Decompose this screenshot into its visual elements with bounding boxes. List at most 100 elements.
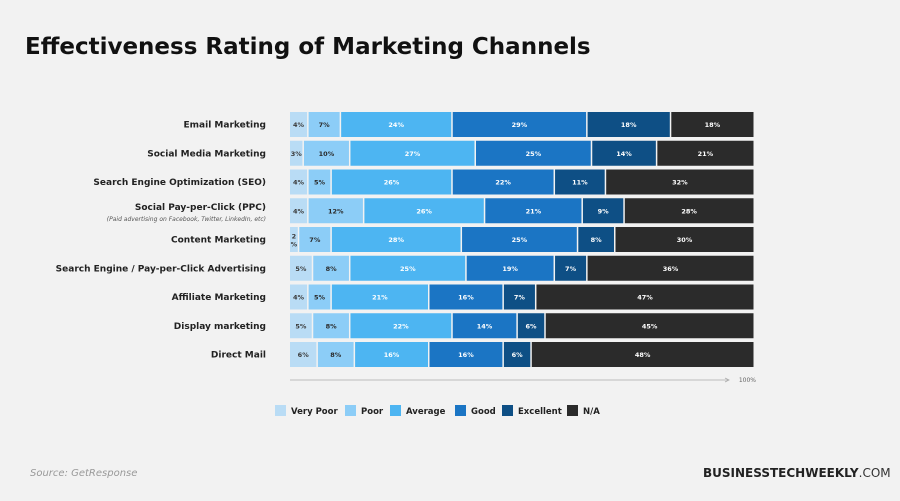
data-label: 2% bbox=[291, 233, 298, 249]
bar-segment bbox=[452, 112, 587, 137]
legend-label: N/A bbox=[583, 407, 600, 417]
legend-swatch bbox=[455, 405, 466, 416]
data-label: 30% bbox=[677, 236, 693, 244]
brand-logo: BUSINESSTECHWEEKLY.COM bbox=[703, 466, 891, 480]
category-label: Affiliate Marketing bbox=[172, 293, 266, 303]
bar-segment bbox=[606, 169, 754, 195]
brand-name: BUSINESSTECHWEEKLY bbox=[703, 466, 859, 480]
data-label: 21% bbox=[698, 150, 714, 158]
bar-segment bbox=[308, 112, 340, 137]
bar-segment bbox=[290, 169, 308, 195]
bar-segment bbox=[308, 284, 331, 310]
bar-segment bbox=[355, 342, 428, 367]
category-label: Search Engine Optimization (SEO) bbox=[93, 178, 266, 188]
bar-segment bbox=[290, 342, 317, 367]
data-label: 4% bbox=[293, 179, 305, 187]
bar-segment bbox=[462, 227, 577, 252]
bar-row: Display marketing 5% 8% 22% 14% 6% 45% bbox=[174, 313, 754, 339]
legend-label: Very Poor bbox=[291, 407, 338, 417]
bar-segment bbox=[476, 140, 591, 166]
bar-segment bbox=[290, 227, 298, 252]
data-label: 25% bbox=[400, 265, 416, 273]
data-label: 25% bbox=[526, 150, 542, 158]
data-label: 5% bbox=[314, 294, 326, 302]
bar-segment bbox=[587, 112, 670, 137]
legend-item: Average bbox=[390, 405, 446, 417]
bar-segment bbox=[503, 342, 531, 367]
data-label: 5% bbox=[314, 179, 326, 187]
legend-label: Poor bbox=[361, 407, 384, 417]
source-note: Source: GetResponse bbox=[30, 468, 137, 479]
bar-segment bbox=[466, 255, 554, 281]
legend-item: Very Poor bbox=[275, 405, 338, 417]
bar-segment bbox=[582, 198, 624, 224]
data-label: 21% bbox=[372, 294, 388, 302]
bar-segment bbox=[313, 313, 349, 339]
bar-segment bbox=[503, 284, 535, 310]
bar-segment bbox=[624, 198, 754, 224]
data-label: 8% bbox=[591, 236, 603, 244]
data-label: 7% bbox=[309, 236, 321, 244]
data-label: 28% bbox=[681, 207, 697, 215]
data-label: 14% bbox=[616, 150, 632, 158]
data-label: 11% bbox=[572, 179, 588, 187]
data-label: 48% bbox=[635, 351, 651, 359]
legend-item: Good bbox=[455, 405, 496, 417]
bar-segment bbox=[350, 140, 475, 166]
bar-segment bbox=[290, 112, 308, 137]
legend-label: Average bbox=[406, 407, 446, 417]
data-label: 45% bbox=[642, 322, 658, 330]
data-label: 4% bbox=[293, 294, 305, 302]
data-label: 32% bbox=[672, 179, 688, 187]
data-label: 6% bbox=[526, 322, 538, 330]
data-label: 47% bbox=[637, 294, 653, 302]
category-label: Direct Mail bbox=[211, 351, 266, 361]
data-label: 6% bbox=[298, 351, 310, 359]
bar-segment bbox=[331, 284, 428, 310]
bars-layer: Email Marketing 4% 7% 24% 29% 18% 18% Social Me… bbox=[56, 112, 754, 367]
data-label: 16% bbox=[458, 351, 474, 359]
bar-segment bbox=[531, 342, 754, 367]
legend-swatch bbox=[345, 405, 356, 416]
bar-segment bbox=[341, 112, 452, 137]
legend-label: Excellent bbox=[518, 407, 562, 417]
bar-segment bbox=[615, 227, 754, 252]
bar-segment bbox=[545, 313, 754, 339]
legend-item: N/A bbox=[567, 405, 600, 417]
data-label: 8% bbox=[326, 322, 338, 330]
category-note: (Paid advertising on Facebook, Twitter, … bbox=[107, 216, 266, 223]
data-label: 12% bbox=[328, 207, 344, 215]
axis-arrow-icon bbox=[724, 377, 730, 383]
legend-swatch bbox=[567, 405, 578, 416]
data-label: 22% bbox=[393, 322, 409, 330]
data-label: 4% bbox=[293, 121, 305, 129]
bar-segment bbox=[290, 255, 312, 281]
data-label: 16% bbox=[458, 294, 474, 302]
bar-segment bbox=[290, 140, 303, 166]
bar-segment bbox=[578, 227, 614, 252]
data-label: 8% bbox=[326, 265, 338, 273]
bar-segment bbox=[657, 140, 754, 166]
data-label: 18% bbox=[621, 121, 637, 129]
data-label: 16% bbox=[384, 351, 400, 359]
data-label: 14% bbox=[477, 322, 493, 330]
data-label: 7% bbox=[514, 294, 526, 302]
bar-row: Direct Mail 6% 8% 16% 16% 6% 48% bbox=[211, 342, 754, 367]
bar-segment bbox=[331, 169, 452, 195]
data-label: 26% bbox=[384, 179, 400, 187]
data-label: 7% bbox=[565, 265, 577, 273]
bar-row: Content Marketing 2 % 7% 28% 25% 8% 30% bbox=[171, 227, 754, 252]
bar-segment bbox=[429, 284, 503, 310]
bar-row: Social Pay-per-Click (PPC) (Paid advertis… bbox=[107, 198, 754, 224]
bar-segment bbox=[364, 198, 484, 224]
data-label: 27% bbox=[405, 150, 421, 158]
data-label: 36% bbox=[663, 265, 679, 273]
bar-segment bbox=[290, 284, 308, 310]
data-label: 7% bbox=[319, 121, 331, 129]
data-label: 6% bbox=[512, 351, 524, 359]
brand-suffix: .COM bbox=[859, 466, 891, 480]
legend-item: Poor bbox=[345, 405, 384, 417]
data-label: 9% bbox=[598, 207, 610, 215]
bar-row: Social Media Marketing 3% 10% 27% 25% 14% 21% bbox=[147, 140, 754, 166]
data-label: 8% bbox=[330, 351, 342, 359]
